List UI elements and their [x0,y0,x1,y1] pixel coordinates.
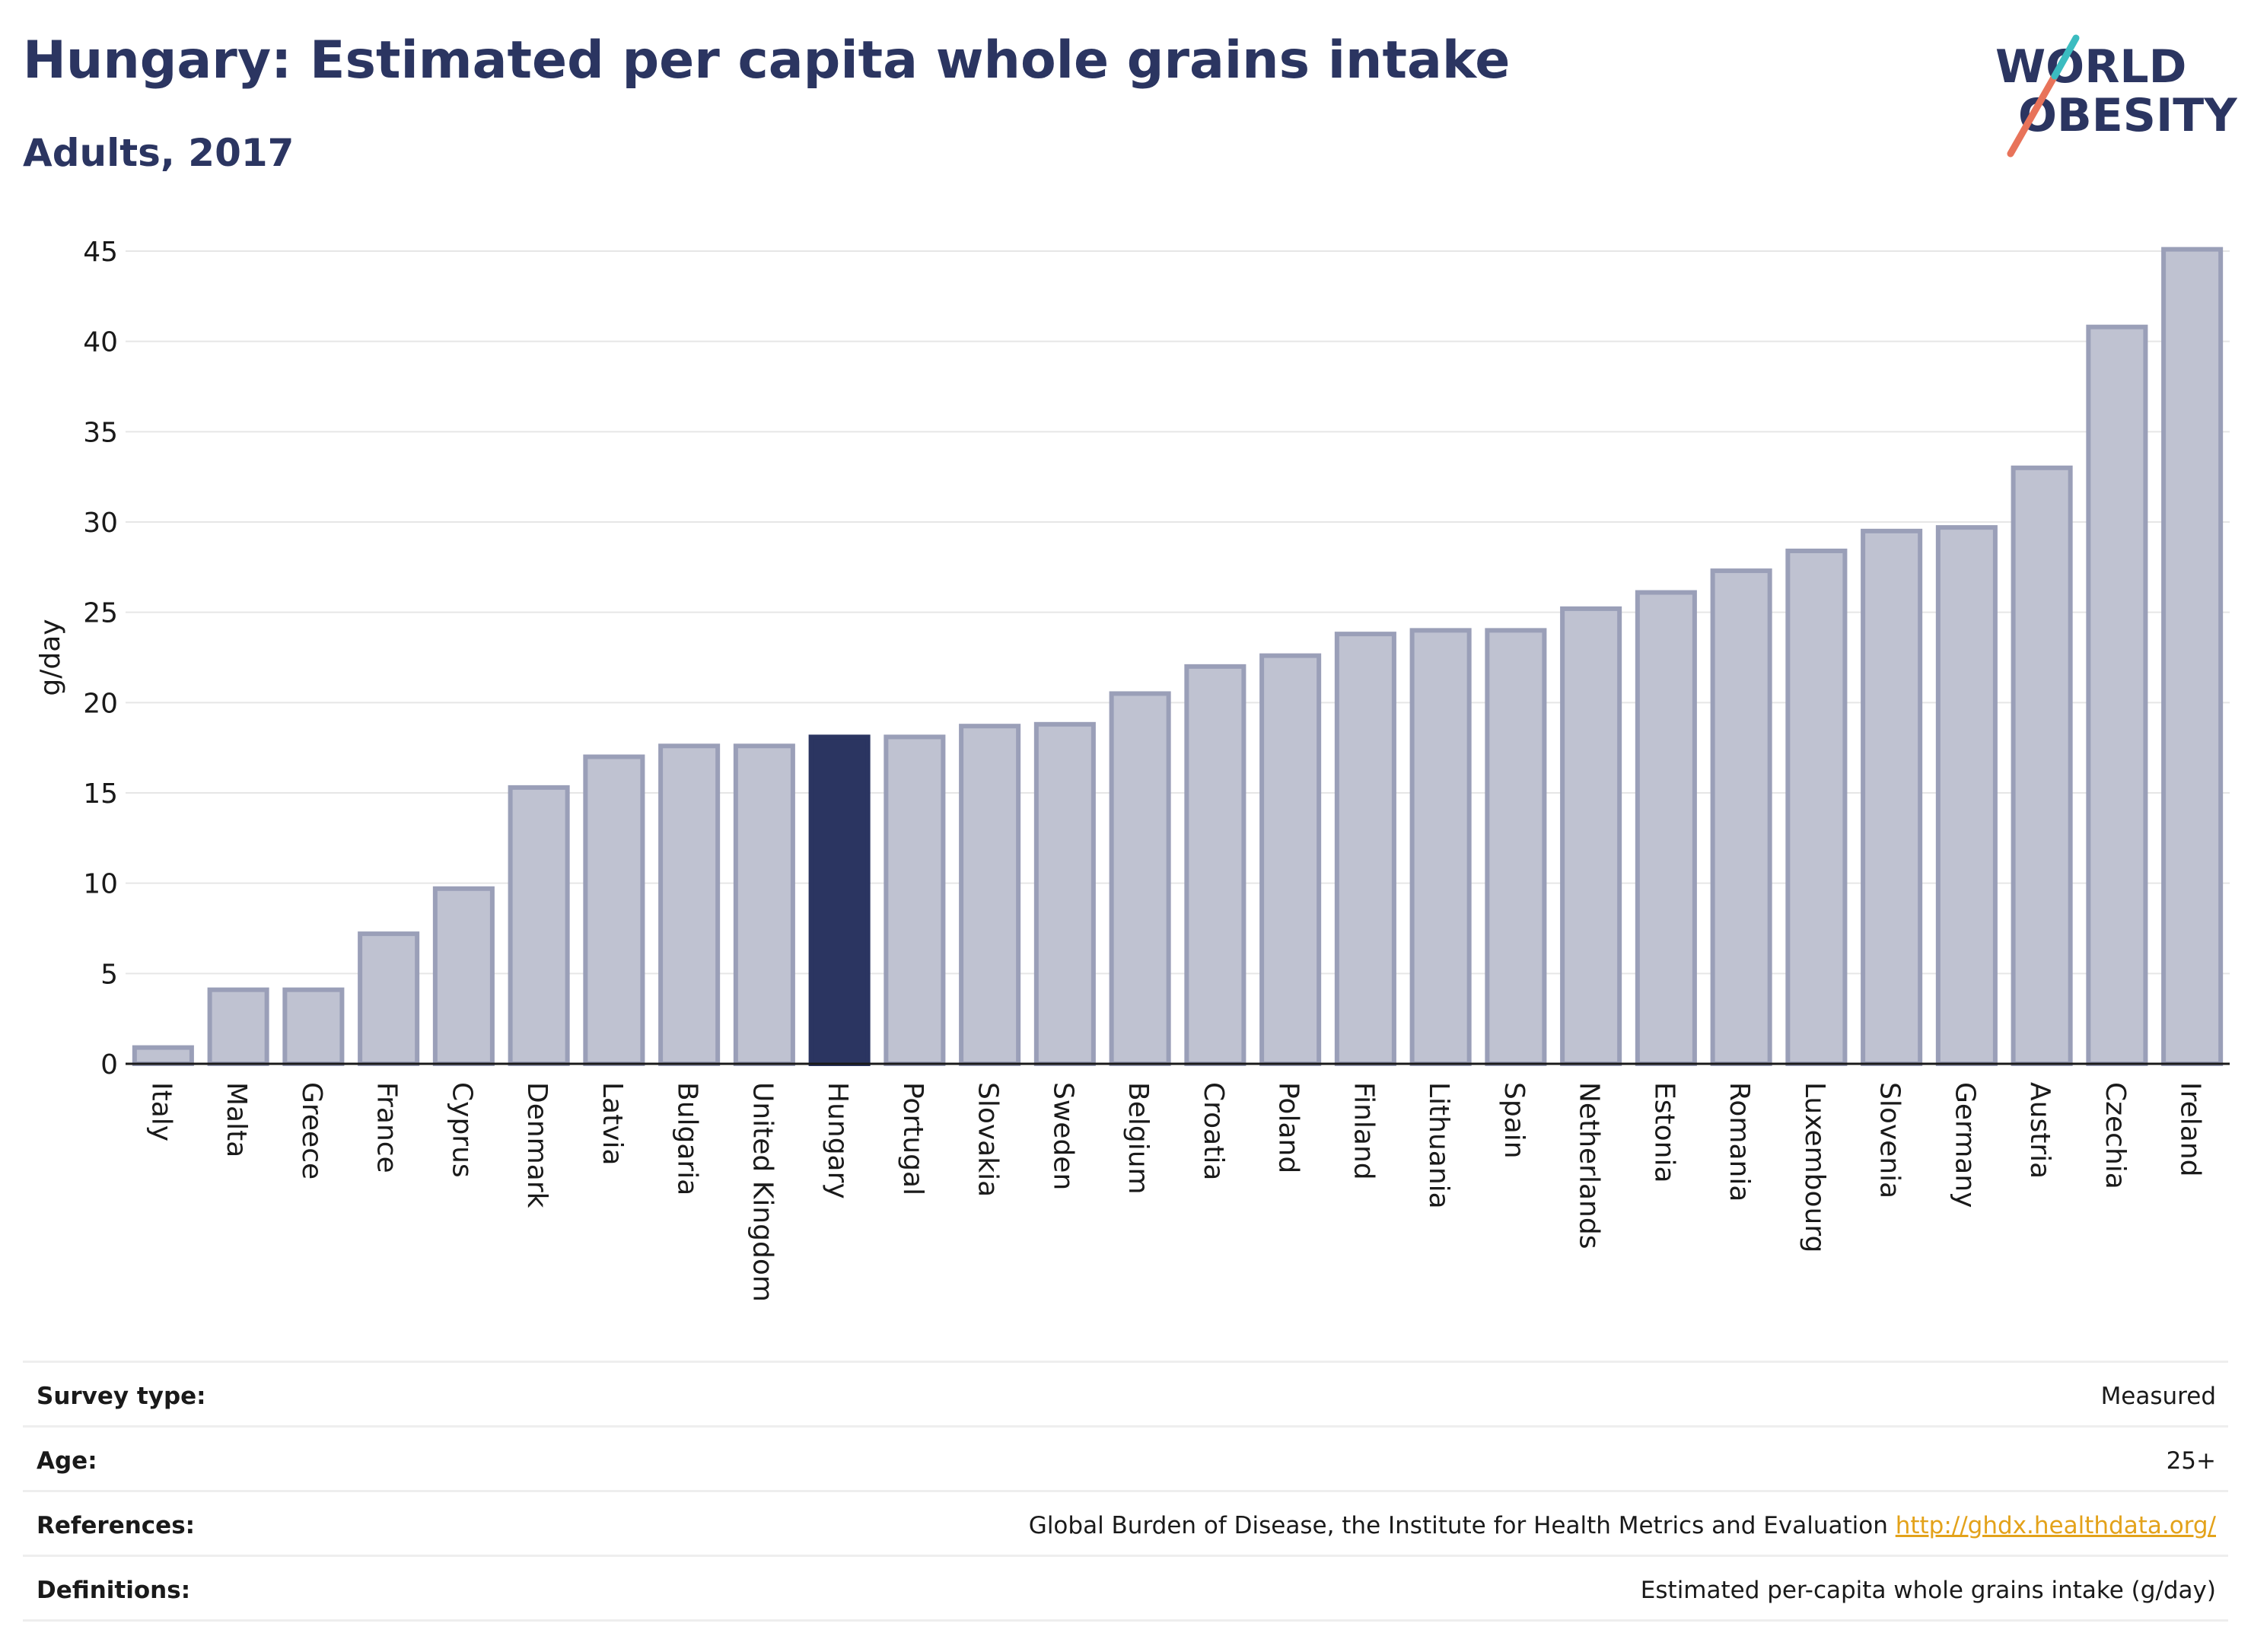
y-axis-label: g/day [35,619,66,695]
logo-line-1: WORLD [1995,40,2186,94]
x-tick-label: Spain [1498,1082,1530,1159]
bar-croatia[interactable] [1184,664,1246,1066]
x-tick-label: Malta [221,1082,252,1157]
bar-sweden[interactable] [1033,721,1096,1067]
x-tick-label: Poland [1273,1082,1304,1173]
x-tick-label: Slovakia [973,1082,1004,1197]
bar-malta[interactable] [207,987,269,1067]
info-row-definitions: Definitions: Estimated per-capita whole … [23,1555,2228,1622]
bar-lithuania[interactable] [1409,628,1472,1066]
x-tick-label: Netherlands [1574,1082,1605,1249]
info-value: Measured [2100,1383,2216,1410]
bar-greece[interactable] [282,987,345,1067]
info-value: Estimated per-capita whole grains intake… [1640,1577,2216,1604]
bar-finland[interactable] [1334,632,1396,1066]
y-tick-label: 20 [83,688,118,719]
info-row-references: References: Global Burden of Disease, th… [23,1490,2228,1555]
bar-czechia[interactable] [2086,324,2148,1066]
y-tick-label: 45 [83,237,118,268]
bar-spain[interactable] [1485,628,1547,1066]
x-tick-label: Romania [1724,1082,1755,1202]
logo-line-2: OBESITY [2018,89,2237,142]
bar-bulgaria[interactable] [658,743,721,1066]
bar-estonia[interactable] [1635,590,1697,1066]
chart-title: Hungary: Estimated per capita whole grai… [23,30,1511,91]
info-label: References: [37,1512,196,1539]
y-tick-label: 35 [83,417,118,448]
chart-subtitle: Adults, 2017 [23,131,295,175]
bar-hungary[interactable] [808,734,871,1067]
y-axis-ticks: 0 5 10 15 20 25 30 35 40 45 [83,237,118,1081]
info-value: 25+ [2166,1447,2216,1475]
x-tick-label: Belgium [1122,1082,1154,1195]
info-row-age: Age: 25+ [23,1425,2228,1490]
y-tick-label: 0 [100,1049,118,1081]
x-tick-label: United Kingdom [747,1082,778,1302]
x-tick-label: Ireland [2175,1082,2206,1177]
logo-slash-coral [2007,72,2058,158]
x-tick-label: Sweden [1047,1082,1078,1190]
bars [132,247,2224,1067]
bar-chart: 0 5 10 15 20 25 30 35 40 45 Italy Malta Greece Franc… [35,237,2230,1302]
bar-netherlands[interactable] [1560,606,1622,1066]
bar-latvia[interactable] [583,754,645,1066]
bar-luxembourg[interactable] [1785,548,1848,1066]
info-label: Age: [37,1447,97,1475]
world-obesity-logo: WORLD OBESITY [1995,34,2237,158]
bar-germany[interactable] [1935,525,1998,1066]
x-tick-label: Slovenia [1874,1082,1906,1198]
x-tick-label: Bulgaria [672,1082,703,1195]
bar-denmark[interactable] [508,785,570,1066]
x-tick-label: Estonia [1648,1082,1679,1183]
y-tick-label: 15 [83,778,118,810]
x-tick-label: Czechia [2100,1082,2131,1189]
x-tick-label: Greece [296,1082,327,1179]
bar-belgium[interactable] [1109,691,1171,1066]
reference-text: Global Burden of Disease, the Institute … [1028,1512,1888,1539]
x-tick-label: Luxembourg [1799,1082,1830,1253]
x-tick-label: Cyprus [446,1082,477,1178]
x-tick-label: Latvia [597,1082,628,1166]
bar-poland[interactable] [1259,653,1322,1066]
bar-france[interactable] [358,931,420,1066]
x-tick-label: Denmark [521,1082,552,1208]
info-value-references: Global Burden of Disease, the Institute … [1029,1512,2216,1539]
logo-slash-teal [2051,34,2080,80]
y-tick-label: 30 [83,508,118,539]
info-label: Survey type: [37,1383,206,1410]
bar-united-kingdom[interactable] [733,743,795,1066]
bar-romania[interactable] [1710,568,1772,1066]
bar-slovenia[interactable] [1861,528,1923,1066]
bar-austria[interactable] [2011,465,2073,1066]
bar-italy[interactable] [132,1045,194,1067]
info-table: Survey type: Measured Age: 25+ Reference… [23,1361,2228,1622]
info-label: Definitions: [37,1577,191,1604]
x-tick-label: Italy [145,1082,177,1141]
x-tick-label: Austria [2024,1082,2055,1179]
x-axis-ticks: Italy Malta Greece France Cyprus Denmark Latvi… [145,1082,2205,1302]
bar-ireland[interactable] [2161,247,2224,1066]
y-tick-label: 5 [100,959,118,990]
reference-link[interactable]: http://ghdx.healthdata.org/ [1895,1512,2216,1539]
y-tick-label: 40 [83,327,118,358]
bar-cyprus[interactable] [432,886,495,1066]
x-tick-label: Finland [1348,1082,1379,1180]
bar-portugal[interactable] [884,734,946,1067]
x-tick-label: Lithuania [1423,1082,1454,1209]
info-row-survey-type: Survey type: Measured [23,1361,2228,1425]
x-tick-label: Germany [1949,1082,1980,1208]
x-tick-label: Portugal [897,1082,928,1195]
x-tick-label: France [371,1082,403,1173]
x-tick-label: Hungary [822,1082,853,1199]
y-tick-label: 10 [83,869,118,900]
bar-slovakia[interactable] [959,724,1021,1066]
x-tick-label: Croatia [1198,1082,1229,1180]
y-tick-label: 25 [83,598,118,629]
